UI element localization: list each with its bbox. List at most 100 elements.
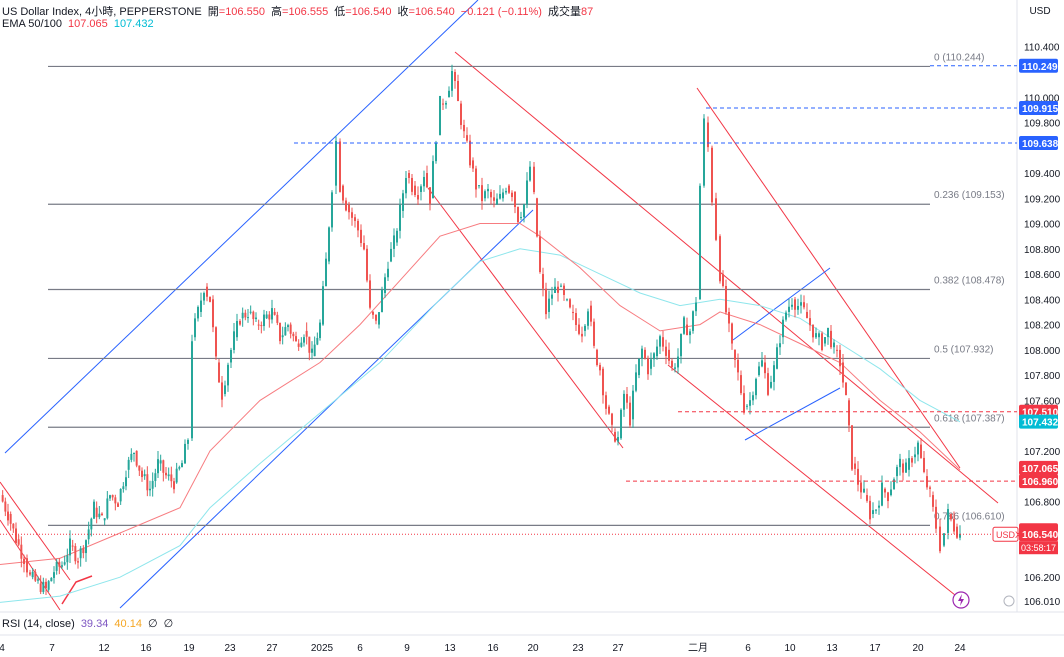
- candle-body: [200, 300, 202, 312]
- red-channel2-lower-line: [667, 364, 956, 596]
- candle-body: [215, 327, 217, 357]
- candle-body: [58, 561, 61, 567]
- y-tick-label: 109.000: [1024, 220, 1061, 231]
- candle-body: [149, 488, 151, 491]
- y-tick-label: 108.400: [1024, 295, 1061, 306]
- rsi-value-3: ∅: [148, 618, 158, 630]
- candle-body: [454, 71, 456, 81]
- candle-body: [584, 325, 586, 331]
- candle-body: [90, 518, 93, 530]
- candle-body: [469, 140, 471, 166]
- blue-small-channel-lower-line: [744, 387, 841, 441]
- candle-body: [287, 325, 289, 328]
- candle-body: [737, 359, 739, 373]
- candle-body: [950, 514, 952, 519]
- candle-body: [249, 311, 252, 313]
- high-value: =106.555: [282, 6, 329, 18]
- candle-body: [369, 280, 371, 308]
- candle-body: [429, 187, 431, 204]
- candle-body: [791, 304, 793, 307]
- candle-body: [523, 204, 525, 218]
- candle-body: [173, 481, 175, 490]
- candle-body: [587, 311, 589, 326]
- candle-body: [572, 311, 574, 314]
- candle-body: [66, 555, 69, 563]
- candle-body: [23, 558, 25, 564]
- candle-body: [758, 366, 760, 376]
- candle-body: [15, 528, 17, 544]
- candle-body: [617, 437, 619, 442]
- candle-body: [866, 495, 868, 501]
- candle-body: [502, 192, 504, 199]
- candle-body: [711, 147, 713, 203]
- x-tick-label: 17: [869, 643, 881, 654]
- candle-body: [257, 324, 260, 326]
- candle-body: [98, 513, 101, 518]
- candle-body: [905, 462, 907, 473]
- candle-body: [26, 558, 28, 573]
- candle-body: [55, 561, 58, 571]
- candle-body: [665, 346, 667, 356]
- close-label: 收: [397, 6, 409, 18]
- candle-body: [514, 191, 516, 208]
- candle-body: [563, 285, 565, 295]
- change-value: −0.121 (−0.11%): [460, 6, 542, 18]
- time-axis[interactable]: 4 7 12 16 19 23 27 2025 6 9 13 16 20 23 27 二月 6 10 13 17 20 2…: [0, 642, 966, 654]
- candle-body: [117, 503, 119, 507]
- candle-body: [548, 298, 550, 312]
- candle-body: [749, 400, 751, 406]
- candle-body: [363, 243, 365, 250]
- ema-legend[interactable]: EMA 50/100 107.065 107.432: [2, 18, 157, 30]
- candle-body: [620, 409, 622, 439]
- rsi-legend[interactable]: RSI (14, close) 39.34 40.14 ∅ ∅: [2, 617, 176, 630]
- candle-body: [484, 191, 486, 199]
- candle-body: [629, 402, 631, 426]
- price-tag: [1019, 100, 1058, 115]
- candle-body: [390, 248, 392, 262]
- candle-body: [255, 317, 257, 320]
- scale-settings-icon[interactable]: [1003, 595, 1015, 607]
- candle-body: [560, 285, 562, 287]
- lightning-icon[interactable]: [952, 591, 970, 609]
- candle-body: [881, 482, 883, 506]
- candle-body: [605, 395, 607, 409]
- candle-body: [69, 538, 71, 556]
- candle-body: [715, 198, 717, 240]
- fibonacci-levels: 0 (110.244) 0.236 (109.153) 0.382 (108.478…: [48, 52, 1005, 526]
- candle-body: [815, 333, 817, 338]
- candle-body: [233, 331, 235, 350]
- candle-body: [785, 312, 787, 320]
- candle-body: [303, 337, 305, 343]
- candle-body: [857, 468, 859, 485]
- y-tick-label: 107.200: [1024, 447, 1061, 458]
- candle-body: [731, 323, 733, 344]
- candle-body: [529, 166, 531, 181]
- currency-button[interactable]: USD: [1029, 6, 1051, 17]
- candle-body: [788, 306, 790, 312]
- candle-body: [493, 197, 495, 201]
- candle-body: [680, 333, 682, 357]
- candle-body: [566, 299, 568, 301]
- candle-body: [703, 118, 705, 186]
- symbol-title[interactable]: US Dollar Index, 4小時, PEPPERSTONE: [2, 6, 202, 18]
- candle-body: [764, 362, 766, 374]
- candle-body: [554, 286, 556, 294]
- price-axis[interactable]: 110.400 110.000 109.800 109.400 109.200 109.0…: [1024, 43, 1061, 608]
- candle-body: [767, 373, 769, 395]
- candle-body: [420, 186, 422, 192]
- candle-body: [354, 217, 356, 221]
- candle-body: [273, 311, 276, 315]
- candle-body: [481, 185, 483, 202]
- x-tick-label: 27: [266, 643, 278, 654]
- candle-body: [472, 160, 474, 169]
- candle-body: [82, 548, 85, 554]
- price-tag-label: 109.638: [1022, 139, 1059, 150]
- x-tick-label: 7: [49, 643, 55, 654]
- candle-body: [614, 431, 616, 442]
- candle-body: [375, 314, 377, 321]
- candle-body: [165, 472, 167, 476]
- candle-body: [836, 349, 838, 351]
- price-tag: [1019, 135, 1058, 150]
- candle-body: [496, 198, 498, 205]
